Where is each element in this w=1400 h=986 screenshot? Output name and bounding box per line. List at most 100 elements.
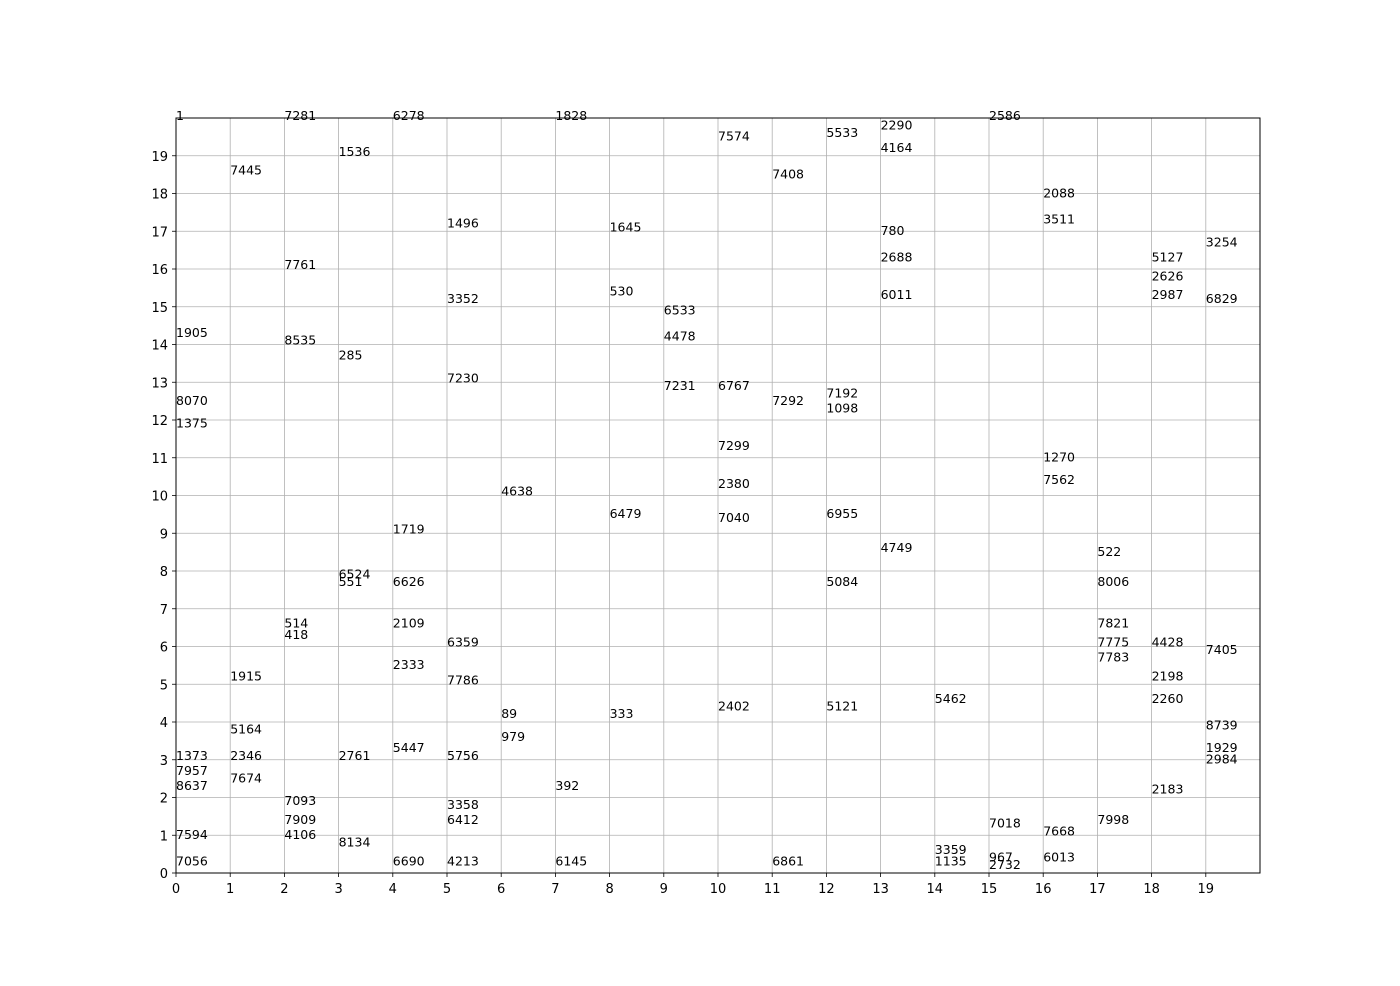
- point-label: 5164: [230, 721, 262, 736]
- point-label: 530: [610, 283, 634, 298]
- point-label: 8535: [284, 333, 316, 348]
- point-label: 5121: [826, 699, 858, 714]
- x-tick-label: 1: [226, 882, 234, 897]
- point-label: 514: [284, 616, 308, 631]
- y-tick-label: 3: [160, 754, 168, 769]
- x-tick-label: 16: [1035, 882, 1052, 897]
- point-label: 4749: [881, 540, 913, 555]
- point-label: 285: [339, 348, 363, 363]
- point-label: 7230: [447, 370, 479, 385]
- point-label: 7783: [1097, 650, 1129, 665]
- point-label: 6626: [393, 574, 425, 589]
- x-tick-label: 14: [927, 882, 944, 897]
- point-label: 4213: [447, 853, 479, 868]
- point-label: 5756: [447, 748, 479, 763]
- point-label: 1645: [610, 219, 642, 234]
- point-label: 5447: [393, 740, 425, 755]
- y-tick-label: 4: [160, 716, 168, 731]
- x-tick-label: 6: [497, 882, 505, 897]
- point-label: 7562: [1043, 472, 1075, 487]
- y-tick-label: 18: [151, 188, 168, 203]
- y-tick-label: 0: [160, 867, 168, 882]
- point-label: 8637: [176, 778, 208, 793]
- point-label: 1915: [230, 668, 262, 683]
- point-label: 2088: [1043, 185, 1075, 200]
- point-label: 522: [1097, 544, 1121, 559]
- point-label: 1375: [176, 416, 208, 431]
- point-label: 7040: [718, 510, 750, 525]
- point-label: 8070: [176, 393, 208, 408]
- y-tick-label: 13: [151, 376, 168, 391]
- point-label: 1929: [1206, 740, 1238, 755]
- x-tick-label: 7: [551, 882, 559, 897]
- point-label: 3358: [447, 797, 479, 812]
- x-tick-label: 17: [1089, 882, 1106, 897]
- point-label: 1905: [176, 325, 208, 340]
- point-label: 6955: [826, 506, 858, 521]
- point-label: 2380: [718, 476, 750, 491]
- y-tick-label: 9: [160, 527, 168, 542]
- point-label: 6011: [881, 287, 913, 302]
- point-label: 6479: [610, 506, 642, 521]
- point-label: 8134: [339, 835, 371, 850]
- point-label: 2626: [1152, 268, 1184, 283]
- point-label: 780: [881, 223, 905, 238]
- x-tick-label: 18: [1143, 882, 1160, 897]
- point-label: 4106: [284, 827, 316, 842]
- y-tick-label: 2: [160, 792, 168, 807]
- point-label: 7093: [284, 793, 316, 808]
- point-label: 6278: [393, 108, 425, 123]
- point-label: 7056: [176, 853, 208, 868]
- x-tick-label: 15: [981, 882, 998, 897]
- point-label: 1098: [826, 400, 858, 415]
- point-label: 1270: [1043, 450, 1075, 465]
- point-label: 8739: [1206, 718, 1238, 733]
- point-label: 3359: [935, 842, 967, 857]
- point-label: 7594: [176, 827, 208, 842]
- point-label: 2984: [1206, 752, 1238, 767]
- point-label: 1373: [176, 748, 208, 763]
- point-label: 6412: [447, 812, 479, 827]
- point-label: 7405: [1206, 642, 1238, 657]
- x-tick-label: 19: [1198, 882, 1215, 897]
- x-tick-label: 0: [172, 882, 180, 897]
- point-label: 2183: [1152, 782, 1184, 797]
- point-label: 89: [501, 706, 517, 721]
- point-label: 6767: [718, 378, 750, 393]
- x-tick-label: 9: [660, 882, 668, 897]
- y-tick-label: 15: [151, 301, 168, 316]
- point-label: 2402: [718, 699, 750, 714]
- y-tick-label: 6: [160, 641, 168, 656]
- point-label: 1496: [447, 215, 479, 230]
- point-label: 7445: [230, 163, 262, 178]
- point-label: 4164: [881, 140, 913, 155]
- point-label: 7957: [176, 763, 208, 778]
- point-label: 5533: [826, 125, 858, 140]
- x-tick-label: 8: [605, 882, 613, 897]
- point-label: 7574: [718, 129, 750, 144]
- x-tick-label: 2: [280, 882, 288, 897]
- point-label: 2333: [393, 657, 425, 672]
- point-label: 2586: [989, 108, 1021, 123]
- y-tick-label: 12: [151, 414, 168, 429]
- point-label: 5127: [1152, 249, 1184, 264]
- point-label: 392: [555, 778, 579, 793]
- point-label: 4478: [664, 329, 696, 344]
- point-label: 4428: [1152, 635, 1184, 650]
- y-tick-label: 11: [151, 452, 168, 467]
- point-label: 2290: [881, 117, 913, 132]
- x-tick-label: 3: [334, 882, 342, 897]
- x-tick-label: 5: [443, 882, 451, 897]
- x-axis: 0 1 2 3 4 5 6 7 8 9 10 11 12 13 14 15 16 17 18 19: [172, 873, 1214, 897]
- point-label: 7775: [1097, 635, 1129, 650]
- y-tick-label: 1: [160, 829, 168, 844]
- x-tick-label: 11: [764, 882, 781, 897]
- point-label: 7786: [447, 672, 479, 687]
- point-label: 7231: [664, 378, 696, 393]
- point-label: 2688: [881, 249, 913, 264]
- point-label: 7018: [989, 816, 1021, 831]
- point-label: 551: [339, 574, 363, 589]
- point-label: 3254: [1206, 234, 1238, 249]
